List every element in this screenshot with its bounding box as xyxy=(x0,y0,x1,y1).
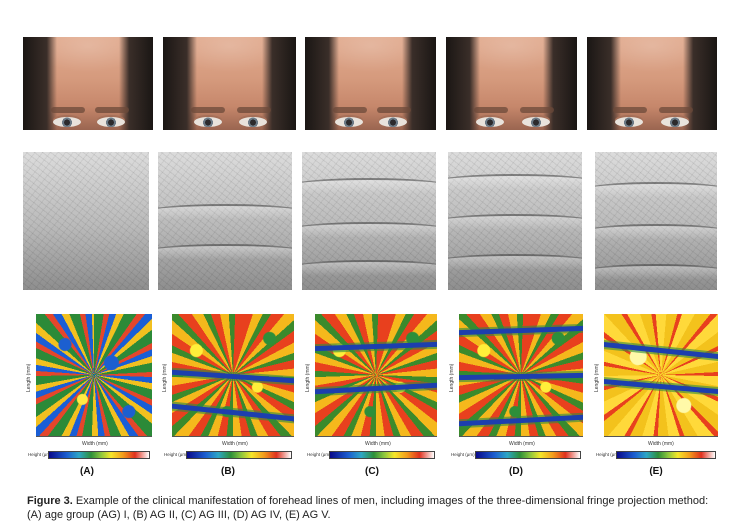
colorbar xyxy=(186,451,292,459)
x-axis-label: Width (mm) xyxy=(365,441,391,447)
height-map-a xyxy=(36,314,152,436)
height-map-panel-a: Length (mm) Width (mm) Height (μm) xyxy=(24,312,154,462)
forehead-photo-c xyxy=(305,37,436,130)
height-map-d xyxy=(459,314,583,436)
x-axis-label: Width (mm) xyxy=(648,441,674,447)
height-map-b xyxy=(172,314,294,436)
panel-letter-b: (B) xyxy=(221,466,235,477)
colorbar xyxy=(329,451,435,459)
panel-letter-e: (E) xyxy=(649,466,663,477)
forehead-photo-a xyxy=(23,37,153,130)
colorbar-label: Height (μm) xyxy=(307,452,331,457)
y-axis-label: Length (mm) xyxy=(594,363,600,392)
panel-letter-c: (C) xyxy=(365,466,379,477)
figure-caption-lead: Figure 3. xyxy=(27,495,73,507)
y-axis-label: Length (mm) xyxy=(305,363,311,392)
panel-letter-d: (D) xyxy=(509,466,523,477)
colorbar xyxy=(475,451,581,459)
x-axis-label: Width (mm) xyxy=(222,441,248,447)
colorbar-label: Height (μm) xyxy=(596,452,620,457)
relief-render-b xyxy=(158,152,292,290)
y-axis-label: Length (mm) xyxy=(26,363,32,392)
relief-render-e xyxy=(595,152,717,290)
relief-render-d xyxy=(448,152,582,290)
colorbar-label: Height (μm) xyxy=(28,452,52,457)
colorbar xyxy=(48,451,150,459)
x-axis-label: Width (mm) xyxy=(509,441,535,447)
relief-render-c xyxy=(302,152,436,290)
colorbar-label: Height (μm) xyxy=(451,452,475,457)
figure-caption: Figure 3. Example of the clinical manife… xyxy=(27,494,717,522)
height-map-panel-e: Length (mm) Width (mm) Height (μm) xyxy=(592,312,720,462)
forehead-photo-b xyxy=(163,37,296,130)
forehead-photo-e xyxy=(587,37,717,130)
figure-caption-text: Example of the clinical manifestation of… xyxy=(27,495,709,521)
height-map-panel-d: Length (mm) Width (mm) Height (μm) xyxy=(447,312,587,462)
relief-render-a xyxy=(23,152,149,290)
height-map-panel-c: Length (mm) Width (mm) Height (μm) xyxy=(303,312,441,462)
height-map-panel-b: Length (mm) Width (mm) Height (μm) xyxy=(160,312,296,462)
height-map-e xyxy=(604,314,718,436)
colorbar xyxy=(616,451,716,459)
y-axis-label: Length (mm) xyxy=(449,363,455,392)
forehead-photo-d xyxy=(446,37,577,130)
colorbar-label: Height (μm) xyxy=(164,452,188,457)
x-axis-label: Width (mm) xyxy=(82,441,108,447)
height-map-c xyxy=(315,314,437,436)
y-axis-label: Length (mm) xyxy=(162,363,168,392)
panel-letter-a: (A) xyxy=(80,466,94,477)
